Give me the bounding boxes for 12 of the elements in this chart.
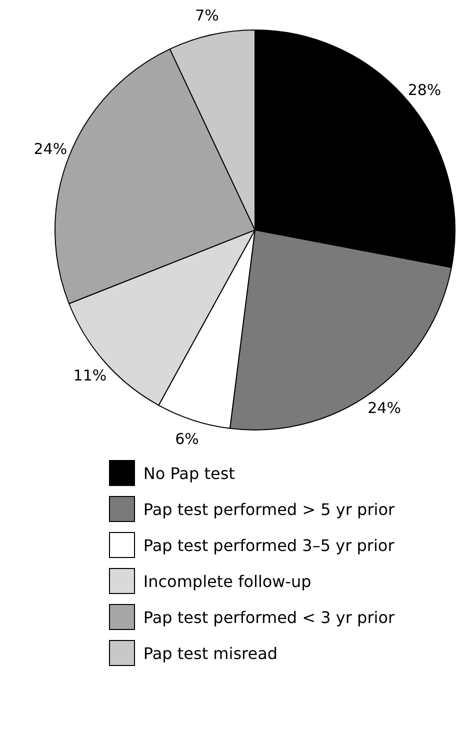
legend-label: No Pap test bbox=[143, 464, 235, 482]
data-label: 7% bbox=[195, 6, 219, 24]
data-label: 24% bbox=[368, 398, 401, 417]
legend-label: Pap test performed > 5 yr prior bbox=[143, 500, 395, 518]
legend-label: Pap test performed 3–5 yr prior bbox=[143, 536, 394, 554]
data-label: 11% bbox=[73, 366, 107, 384]
legend-label: Pap test performed < 3 yr prior bbox=[143, 608, 395, 626]
legend-label: Incomplete follow-up bbox=[143, 572, 312, 590]
legend-label: Pap test misread bbox=[143, 644, 278, 662]
data-label: 6% bbox=[175, 430, 199, 448]
data-label: 24% bbox=[34, 140, 68, 158]
data-label: 28% bbox=[408, 80, 442, 99]
